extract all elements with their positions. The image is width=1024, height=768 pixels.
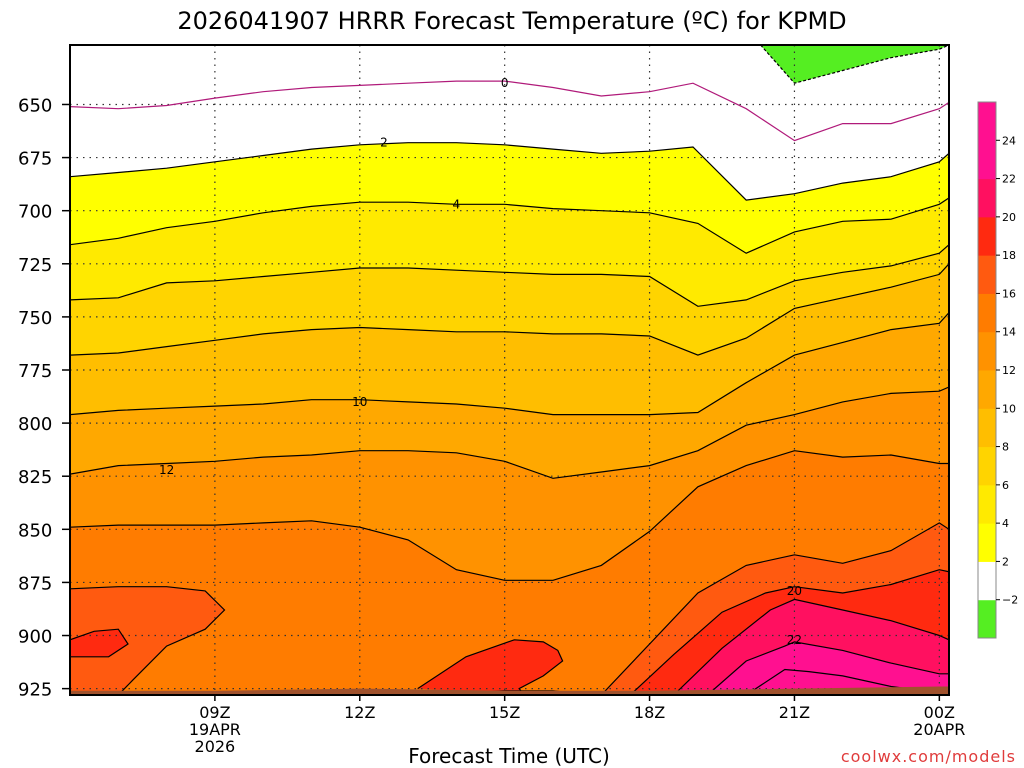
colorbar-label: 8 xyxy=(1002,441,1009,454)
colorbar-label: 22 xyxy=(1002,173,1016,186)
x-tick-label: 09Z xyxy=(199,703,230,722)
colorbar-swatch xyxy=(978,446,996,486)
colorbar-swatch xyxy=(978,178,996,218)
contour-label-12: 12 xyxy=(159,463,174,477)
y-tick-label: 725 xyxy=(18,255,52,276)
colorbar-label: 20 xyxy=(1002,211,1016,224)
colorbar-label: 24 xyxy=(1002,134,1016,147)
x-tick-label: 18Z xyxy=(634,703,665,722)
plot-area: 0 2 4 10 12 20 22 xyxy=(70,45,949,695)
contour-line-2 xyxy=(70,142,949,201)
contour-label-20: 20 xyxy=(787,584,802,598)
colorbar-swatch xyxy=(978,370,996,409)
y-tick-label: 800 xyxy=(18,414,52,435)
contour-label-0: 0 xyxy=(501,76,509,90)
contour-line-8 xyxy=(70,263,949,356)
x-axis-title: Forecast Time (UTC) xyxy=(408,744,610,768)
y-tick-label: 775 xyxy=(18,361,52,382)
contour-line-16 xyxy=(600,522,949,695)
credit-text: coolwx.com/models xyxy=(841,747,1016,766)
contour-label-2: 2 xyxy=(380,136,388,150)
contour-line-18 xyxy=(417,639,564,695)
y-tick-label: 750 xyxy=(18,308,52,329)
band-above-16 xyxy=(70,586,225,695)
contour-line-14 xyxy=(70,450,949,581)
y-tick-label: 825 xyxy=(18,467,52,488)
x-tick-year: 2026 xyxy=(195,737,236,756)
contour-line-16 xyxy=(70,586,226,695)
contour-label-22: 22 xyxy=(787,633,802,647)
terrain-band xyxy=(70,686,949,695)
colorbar-swatch xyxy=(978,102,996,141)
contour-line-12 xyxy=(70,386,949,479)
colorbar-swatch xyxy=(978,140,996,180)
y-tick-label: 650 xyxy=(18,95,52,116)
colorbar-label: 10 xyxy=(1002,402,1016,415)
colorbar-label: 6 xyxy=(1002,479,1009,492)
contour-line-18 xyxy=(629,569,949,695)
x-tick-label: 00Z xyxy=(924,703,955,722)
contour-line-6 xyxy=(70,244,949,307)
chart-title: 2026041907 HRRR Forecast Temperature (ºC… xyxy=(177,7,846,35)
colorbar-label: 2 xyxy=(1002,555,1009,568)
contour-labels: 0 2 4 10 12 20 22 xyxy=(159,76,802,647)
contour-label-4: 4 xyxy=(453,197,461,211)
contour-line--2 xyxy=(760,45,949,84)
y-tick-label: 875 xyxy=(18,573,52,594)
colorbar-swatch xyxy=(978,331,996,371)
x-tick-label: 12Z xyxy=(344,703,375,722)
contour-line-22 xyxy=(707,641,949,695)
colorbar-label: 16 xyxy=(1002,287,1016,300)
band-below-neg2 xyxy=(760,45,949,84)
colorbar-swatch xyxy=(978,216,996,256)
y-tick-label: 850 xyxy=(18,520,52,541)
y-tick-label: 900 xyxy=(18,627,52,648)
grid-lines xyxy=(70,45,949,695)
colorbar-label: 4 xyxy=(1002,517,1009,530)
contour-line-4 xyxy=(70,197,949,254)
y-tick-label: 675 xyxy=(18,149,52,170)
band-above-18 xyxy=(417,639,563,695)
contour-line-18 xyxy=(70,628,129,658)
x-tick-label: 15Z xyxy=(489,703,520,722)
colorbar-swatch xyxy=(978,293,996,333)
x-tick-date: 19APR xyxy=(189,720,241,739)
y-axis-ticks: 650 675 700 725 750 775 800 825 850 875 900 925 xyxy=(18,95,70,701)
contour-line-20 xyxy=(673,598,949,695)
colorbar-swatch xyxy=(978,523,996,562)
contour-line-10 xyxy=(70,312,949,416)
colorbar-swatch xyxy=(978,255,996,294)
x-tick-date: 20APR xyxy=(913,720,965,739)
colorbar-swatch xyxy=(978,484,996,524)
terrain-surface xyxy=(70,686,949,695)
colorbar-label: 14 xyxy=(1002,326,1016,339)
colorbar-swatch xyxy=(978,599,996,639)
y-tick-label: 925 xyxy=(18,680,52,701)
temperature-fills xyxy=(70,45,949,695)
colorbar-swatch xyxy=(978,408,996,448)
colorbar-label: −2 xyxy=(1002,594,1018,607)
colorbar-swatch xyxy=(978,561,996,601)
contour-line-0 xyxy=(70,80,949,142)
colorbar-label: 18 xyxy=(1002,249,1016,262)
y-tick-label: 700 xyxy=(18,202,52,223)
colorbar-label: 12 xyxy=(1002,364,1016,377)
x-tick-label: 21Z xyxy=(779,703,810,722)
contour-label-10: 10 xyxy=(352,395,367,409)
